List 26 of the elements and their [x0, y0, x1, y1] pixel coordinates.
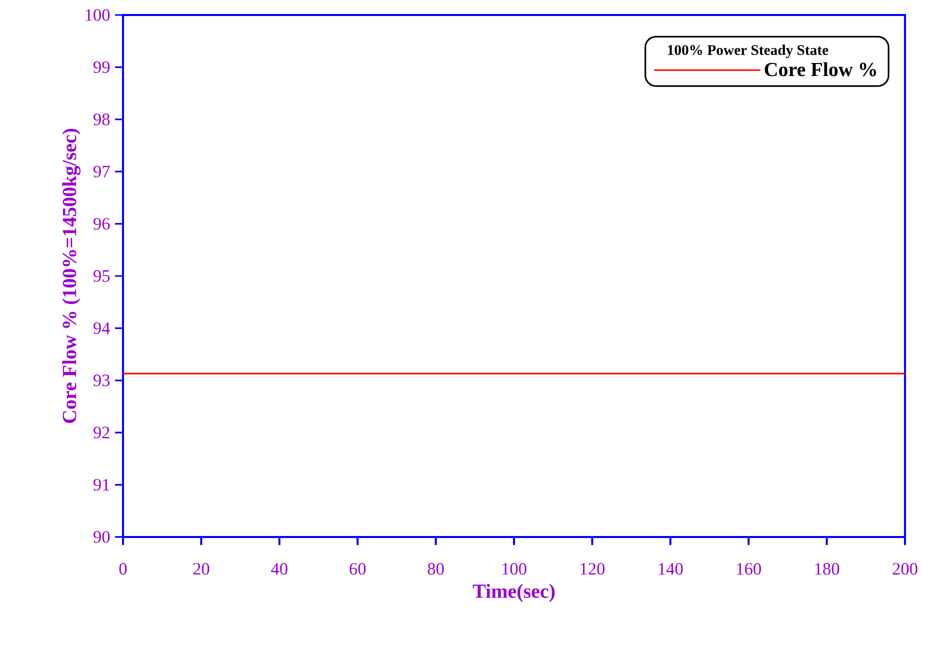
y-tick-label: 96: [94, 218, 110, 230]
x-tick-label: 140: [658, 563, 683, 575]
x-tick-label: 200: [892, 563, 918, 575]
y-tick-label: 97: [94, 166, 110, 178]
y-tick-label: 91: [94, 478, 110, 491]
x-tick-label: 180: [815, 563, 840, 575]
y-tick-label: 94: [94, 322, 110, 334]
x-tick-label: 0: [119, 563, 127, 575]
x-tick-label: 100: [502, 563, 526, 575]
x-tick-label: 120: [580, 563, 605, 575]
y-tick-label: 95: [94, 270, 110, 282]
x-tick-label: 20: [193, 563, 210, 575]
y-tick-label: 90: [94, 531, 110, 543]
y-tick-label: 93: [94, 374, 110, 386]
x-tick-label: 160: [737, 563, 761, 575]
text: Core Flow %: [764, 62, 876, 76]
x-tick-label: 40: [271, 563, 288, 575]
legend-title: 100% Power Steady State: [668, 44, 828, 58]
x-tick-label: 80: [428, 563, 444, 575]
y-tick-label: 100: [86, 9, 110, 21]
x-axis-title: Time(sec): [472, 584, 555, 602]
y-tick-label: 99: [94, 61, 110, 74]
x-tick-label: 60: [350, 563, 366, 575]
y-axis-title: Core Flow % (100%=14500kg/sec): [62, 128, 80, 423]
y-tick-label: 92: [94, 426, 110, 438]
y-tick-label: 98: [94, 114, 110, 126]
